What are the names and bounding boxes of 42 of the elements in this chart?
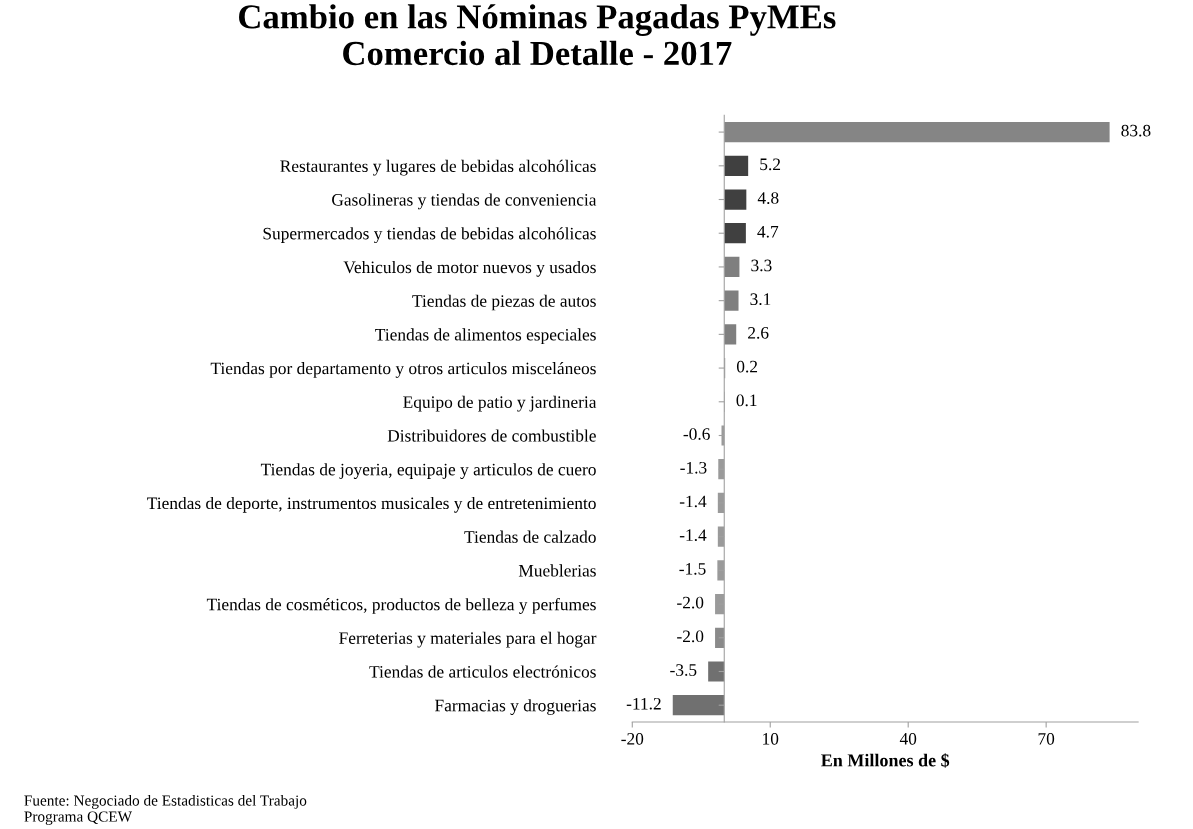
y-tick-label: Gasolineras y tiendas de conveniencia <box>332 193 597 210</box>
y-tick-label: Mueblerias <box>518 564 596 577</box>
y-tick-label: Tiendas de alimentos especiales <box>375 328 596 345</box>
data-label: 4.7 <box>757 225 779 238</box>
y-tick-label: Tiendas de calzado <box>464 530 596 543</box>
data-label: -11.2 <box>626 697 661 710</box>
y-tick-label: Ferreterias y materiales para el hogar <box>339 631 597 648</box>
y-tick-label: Tiendas de joyeria, equipaje y articulos de cuero <box>260 463 596 479</box>
y-tick-label: Distribuidores de combustible <box>387 429 596 442</box>
y-tick-label: Tiendas de piezas de autos <box>412 294 596 311</box>
y-tick-label: Vehiculos de motor nuevos y usados <box>343 260 596 277</box>
data-label: 2.6 <box>748 327 769 339</box>
x-tick-label: 70 <box>1038 732 1055 745</box>
data-label: 3.3 <box>751 259 772 272</box>
x-axis-title: En Millones de $ <box>821 753 950 768</box>
data-label: -1.4 <box>679 495 707 508</box>
data-label: -2.0 <box>677 596 704 609</box>
y-tick-label: Supermercados y tiendas de bebidas alcohólicas <box>263 227 596 244</box>
data-label: -2.0 <box>677 630 704 643</box>
data-label: -3.5 <box>670 664 697 676</box>
data-label: 0.2 <box>736 360 758 373</box>
data-label: 4.8 <box>757 192 779 204</box>
data-label: 83.8 <box>1121 124 1151 137</box>
y-tick-label: Tiendas de deporte, instrumentos musicales y de entretenimiento <box>147 496 596 513</box>
data-label: -1.5 <box>679 563 706 575</box>
y-tick-label: Tiendas de cosméticos, productos de belleza y perfumes <box>206 597 596 614</box>
y-tick-label: Farmacias y droguerias <box>435 699 596 715</box>
data-label: 0.1 <box>736 394 757 407</box>
x-tick-label: -20 <box>621 732 644 745</box>
x-tick-label: 40 <box>899 732 917 745</box>
y-tick-label: Tiendas por departamento y otros articulos misceláneos <box>210 362 596 378</box>
data-label: 3.1 <box>750 293 771 306</box>
data-label: -1.3 <box>680 461 707 474</box>
chart-title: Cambio en las Nóminas Pagadas PyMEs Comercio al Detalle - 2017 <box>239 4 836 66</box>
y-tick-label: Equipo de patio y jardineria <box>403 395 597 412</box>
source-note: Fuente: Negociado de Estadisticas del Trabajo Programa QCEW <box>24 794 307 825</box>
y-tick-label: Restaurantes y lugares de bebidas alcohólicas <box>280 159 596 176</box>
y-tick-label: Tiendas de articulos electrónicos <box>369 665 596 678</box>
data-label: -0.6 <box>683 428 710 440</box>
data-label: -1.4 <box>679 529 707 542</box>
data-label: 5.2 <box>760 158 781 171</box>
x-tick-label: 10 <box>763 732 779 745</box>
